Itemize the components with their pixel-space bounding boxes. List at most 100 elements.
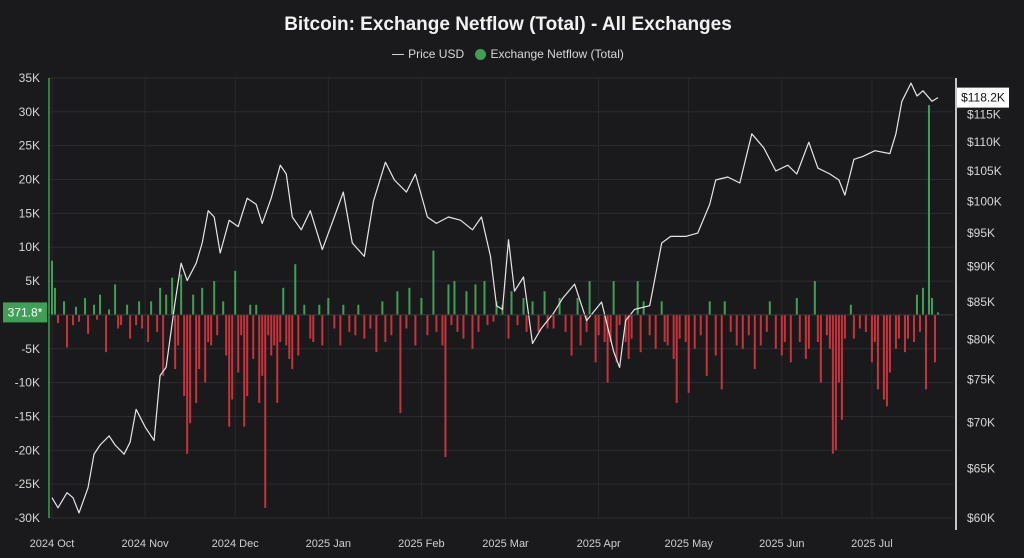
netflow-bar	[51, 260, 54, 315]
netflow-bar	[936, 312, 939, 315]
netflow-bar	[318, 304, 321, 315]
netflow-bar	[774, 314, 777, 349]
netflow-bar	[435, 314, 438, 332]
netflow-bar	[897, 314, 900, 339]
netflow-bar	[441, 314, 444, 346]
right-tick-label: $65K	[967, 461, 995, 475]
netflow-bar	[894, 314, 897, 349]
current-netflow-label: 371.8*	[8, 305, 43, 319]
netflow-bar	[720, 314, 723, 390]
netflow-bar	[912, 314, 915, 342]
netflow-bar	[825, 314, 828, 336]
left-tick-label: -25K	[15, 477, 40, 491]
netflow-bar	[747, 314, 750, 336]
netflow-bar	[264, 314, 267, 508]
netflow-bar	[312, 314, 315, 342]
netflow-bar	[141, 314, 144, 329]
netflow-bar	[114, 284, 117, 315]
netflow-bar	[240, 314, 243, 336]
netflow-bar	[444, 314, 447, 458]
legend-label-price: Price USD	[408, 47, 465, 61]
netflow-bar	[210, 314, 213, 346]
legend-item-netflow[interactable]: Exchange Netflow (Total)	[475, 47, 624, 61]
dot-swatch-icon	[475, 49, 487, 61]
netflow-bar	[807, 314, 810, 349]
netflow-bar	[390, 314, 393, 336]
x-tick-label: 2025 Jul	[851, 538, 893, 550]
netflow-bar	[120, 314, 123, 326]
netflow-bar	[195, 314, 198, 403]
netflow-bar	[162, 314, 165, 376]
right-tick-label: $115K	[967, 108, 1001, 122]
netflow-bar	[834, 314, 837, 451]
left-tick-label: 30K	[19, 105, 40, 119]
netflow-bar	[273, 314, 276, 346]
netflow-bar	[270, 314, 273, 356]
current-price-label: $118.2K	[961, 91, 1005, 105]
axes	[48, 78, 957, 530]
netflow-bar	[759, 314, 762, 346]
right-tick-label: $100K	[967, 194, 1002, 208]
right-tick-label: $110K	[967, 135, 1001, 149]
netflow-bar	[675, 314, 678, 403]
netflow-bar	[903, 314, 906, 353]
netflow-bar	[630, 314, 633, 339]
netflow-bar	[228, 314, 231, 427]
netflow-bar	[660, 301, 663, 315]
netflow-bar	[609, 314, 612, 342]
netflow-bar	[135, 314, 138, 326]
netflow-bar	[309, 314, 312, 339]
netflow-bar	[798, 314, 801, 342]
netflow-bar	[129, 314, 132, 339]
netflow-bar	[201, 287, 204, 315]
netflow-bar	[465, 291, 468, 315]
legend-item-price[interactable]: Price USD	[392, 47, 464, 61]
netflow-bar	[603, 314, 606, 342]
netflow-bar	[849, 304, 852, 315]
left-axis-ticks: 35K 30K 25K 20K 15K 10K 5K -5K -10K -15K -20K -25K -…	[15, 71, 40, 525]
netflow-bar	[537, 314, 540, 332]
netflow-bar	[99, 294, 102, 315]
netflow-bar	[396, 291, 399, 315]
netflow-bar	[639, 314, 642, 353]
netflow-bar	[108, 309, 111, 315]
netflow-bar	[363, 314, 366, 339]
netflow-bar	[399, 314, 402, 414]
netflow-bar	[471, 314, 474, 349]
netflow-bar	[588, 281, 591, 315]
netflow-bar	[483, 281, 486, 315]
netflow-bar	[723, 301, 726, 315]
netflow-bar	[432, 250, 435, 315]
netflow-bar	[714, 314, 717, 356]
netflow-bar	[507, 314, 510, 339]
netflow-bar	[237, 314, 240, 373]
netflow-bar	[543, 291, 546, 315]
netflow-bar	[384, 314, 387, 342]
x-tick-label: 2025 May	[665, 538, 714, 550]
netflow-bar	[486, 314, 489, 326]
right-tick-label: $60K	[967, 511, 995, 525]
left-tick-label: 25K	[19, 139, 40, 153]
netflow-bar	[420, 298, 423, 315]
netflow-bar	[804, 314, 807, 359]
left-tick-label: -5K	[21, 342, 40, 356]
netflow-bar	[189, 314, 192, 424]
left-tick-label: -10K	[15, 376, 40, 390]
netflow-bar	[159, 287, 162, 315]
netflow-bar	[255, 304, 258, 315]
x-tick-label: 2025 Feb	[398, 538, 444, 550]
netflow-bar	[687, 314, 690, 393]
netflow-bar	[594, 314, 597, 363]
netflow-bar	[627, 314, 630, 359]
netflow-bar	[927, 105, 930, 315]
netflow-bar	[789, 314, 792, 363]
right-tick-label: $95K	[967, 226, 995, 240]
netflow-bar	[618, 314, 621, 326]
netflow-bar	[474, 284, 477, 315]
left-tick-label: 10K	[19, 240, 40, 254]
netflow-bar	[186, 314, 189, 454]
netflow-bar	[585, 314, 588, 332]
netflow-bar	[663, 314, 666, 342]
